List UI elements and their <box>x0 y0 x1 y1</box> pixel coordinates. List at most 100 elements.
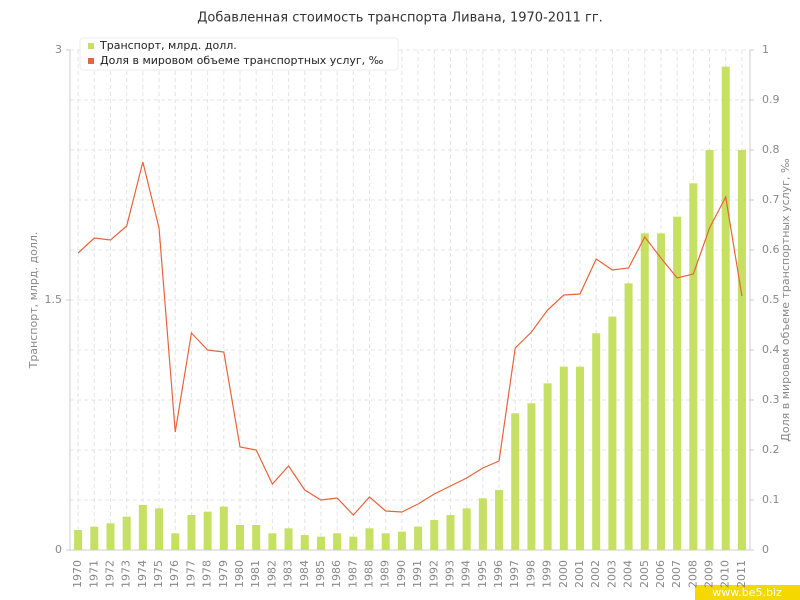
x-tick-label: 1979 <box>217 560 230 588</box>
x-tick-label: 1994 <box>460 560 473 588</box>
bar <box>462 508 471 550</box>
chart-title: Добавленная стоимость транспорта Ливана,… <box>197 11 603 26</box>
bar <box>300 535 309 550</box>
x-tick-label: 1972 <box>103 560 116 588</box>
x-tick-label: 1995 <box>476 560 489 588</box>
x-tick-label: 1988 <box>363 560 376 588</box>
bar <box>576 366 584 550</box>
y-tick-label: 3 <box>55 43 62 56</box>
y2-tick-label: 0.3 <box>762 393 780 406</box>
x-tick-label: 2000 <box>557 560 570 588</box>
bar <box>316 536 325 550</box>
y2-tick-label: 0.2 <box>762 443 780 456</box>
x-tick-label: 2008 <box>686 560 699 588</box>
x-tick-label: 1999 <box>541 560 554 588</box>
bar <box>640 233 649 551</box>
x-tick-label: 2004 <box>622 560 635 588</box>
bar <box>414 526 423 550</box>
x-tick-label: 2002 <box>589 560 602 588</box>
bar <box>397 531 406 550</box>
bar <box>559 366 568 550</box>
legend-label: Транспорт, млрд. долл. <box>99 39 237 52</box>
y2-tick-label: 0.5 <box>762 293 780 306</box>
y2-tick-label: 0.7 <box>762 193 780 206</box>
x-tick-label: 1986 <box>330 560 343 588</box>
x-tick-label: 1981 <box>249 560 262 588</box>
x-tick-label: 1987 <box>346 560 359 588</box>
bar <box>333 533 342 550</box>
x-tick-label: 1976 <box>168 560 181 588</box>
y2-tick-label: 0.9 <box>762 93 780 106</box>
y2-tick-label: 1 <box>762 43 769 56</box>
x-tick-label: 1991 <box>411 560 424 588</box>
x-tick-label: 1993 <box>443 560 456 588</box>
bar <box>495 490 504 550</box>
bar <box>624 283 633 550</box>
bar <box>446 515 455 550</box>
legend-swatch <box>88 43 94 49</box>
x-tick-label: 2009 <box>703 560 716 588</box>
bar <box>122 516 131 550</box>
bar <box>219 506 228 550</box>
y2-tick-label: 0.8 <box>762 143 780 156</box>
bar <box>673 216 682 550</box>
x-tick-label: 2006 <box>654 560 667 588</box>
x-tick-label: 1983 <box>282 560 295 588</box>
x-tick-label: 1990 <box>395 560 408 588</box>
x-tick-label: 1978 <box>201 560 214 588</box>
bar <box>478 498 487 550</box>
y-axis-label: Транспорт, млрд. долл. <box>27 232 40 370</box>
x-tick-label: 2007 <box>670 560 683 588</box>
bar <box>608 316 617 550</box>
x-tick-label: 1970 <box>71 560 84 588</box>
y2-tick-label: 0.4 <box>762 343 780 356</box>
bar <box>90 526 99 550</box>
bar <box>737 150 746 550</box>
line <box>77 161 743 516</box>
x-tick-label: 1992 <box>427 560 440 588</box>
bar <box>187 515 196 550</box>
bar <box>381 533 390 550</box>
x-tick-label: 1989 <box>379 560 392 588</box>
bar <box>656 233 665 551</box>
x-tick-label: 1982 <box>265 560 278 588</box>
watermark: www.be5.biz <box>712 586 782 599</box>
y2-axis-label: Доля в мировом объеме транспортных услуг… <box>779 158 792 442</box>
bar <box>155 508 164 550</box>
x-tick-label: 1996 <box>492 560 505 588</box>
legend-label: Доля в мировом объеме транспортных услуг… <box>100 54 384 67</box>
bar <box>236 525 244 550</box>
bar <box>349 536 358 550</box>
bar <box>543 383 552 550</box>
bar <box>203 511 212 550</box>
legend-box <box>79 37 399 71</box>
bar <box>284 528 293 550</box>
x-tick-label: 1977 <box>184 560 197 588</box>
bar <box>74 530 83 550</box>
bar <box>705 150 714 550</box>
watermark-bg <box>695 585 800 600</box>
x-tick-label: 2005 <box>638 560 651 588</box>
y2-tick-label: 0.6 <box>762 243 780 256</box>
x-tick-label: 1973 <box>120 560 133 588</box>
bar <box>592 333 601 550</box>
x-tick-label: 1984 <box>298 560 311 588</box>
x-tick-label: 1985 <box>314 560 327 588</box>
y2-tick-label: 0 <box>762 543 769 556</box>
x-tick-label: 1997 <box>508 560 521 588</box>
x-tick-label: 2010 <box>719 560 732 588</box>
bar <box>430 520 439 550</box>
legend: Транспорт, млрд. долл. Доля в мировом объ… <box>79 37 399 71</box>
x-tick-label: 1975 <box>152 560 165 588</box>
y2-tick-label: 0.1 <box>762 493 780 506</box>
x-tick-label: 1971 <box>87 560 100 588</box>
x-tick-label: 2001 <box>573 560 586 588</box>
legend-swatch <box>88 58 94 64</box>
x-tick-label: 1974 <box>136 560 149 588</box>
x-tick-label: 1980 <box>233 560 246 588</box>
bar <box>511 413 520 550</box>
x-tick-label: 1998 <box>524 560 537 588</box>
bar <box>138 505 147 550</box>
bar <box>171 533 180 550</box>
